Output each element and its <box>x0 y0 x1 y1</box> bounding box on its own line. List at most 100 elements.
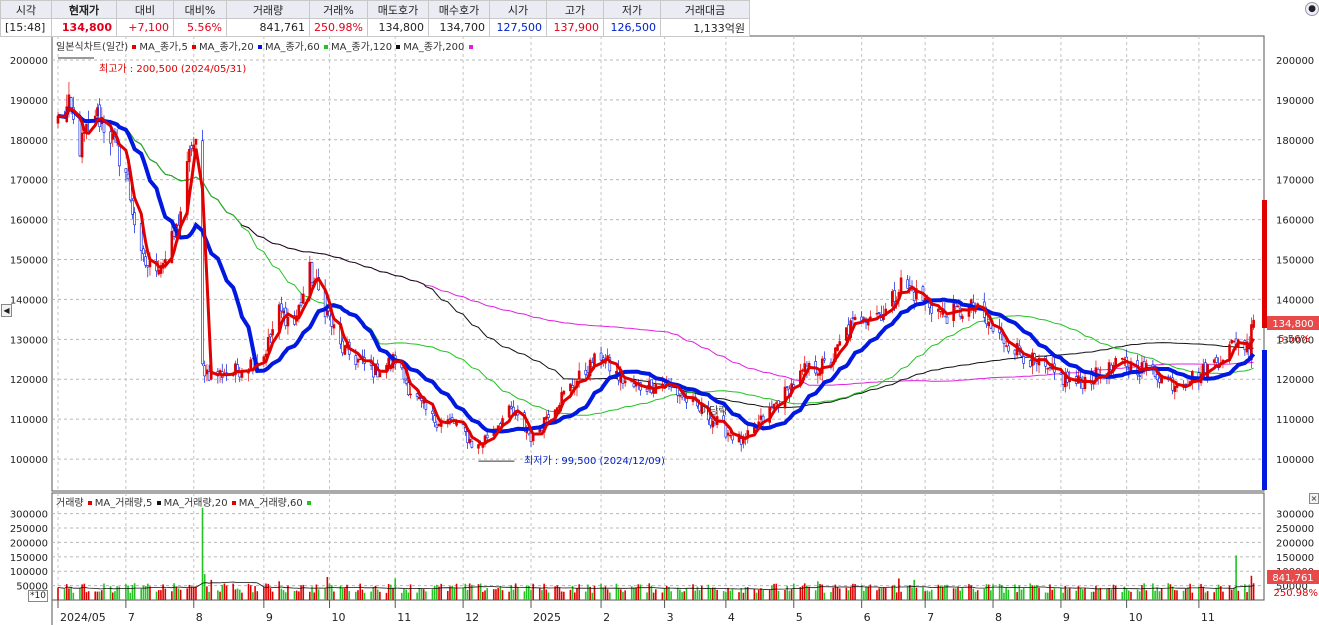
volume-bar <box>1128 590 1130 600</box>
price-tick-label-right: 130000 <box>1276 335 1314 346</box>
volume-bar <box>729 590 732 600</box>
volume-bar <box>970 585 972 600</box>
volume-bar <box>201 507 204 600</box>
volume-bar <box>1068 588 1071 600</box>
candle-body <box>877 312 881 314</box>
volume-bar <box>665 585 668 600</box>
legend-item: MA_종가,20 <box>199 42 254 53</box>
candle-body <box>711 420 715 428</box>
volume-bar <box>692 584 694 600</box>
volume-bar <box>188 584 191 600</box>
volume-bar <box>501 590 504 600</box>
candle-body <box>1212 359 1216 363</box>
volume-bar <box>998 583 1001 600</box>
volume-tick-label-right: 200000 <box>1276 538 1314 549</box>
volume-bar <box>630 586 633 600</box>
price-legend-title: 일본식차트(일간) <box>56 42 129 53</box>
volume-bar <box>514 583 517 600</box>
volume-bar <box>210 579 213 600</box>
close-icon[interactable]: × <box>1309 493 1319 504</box>
volume-bar <box>162 584 164 600</box>
volume-bar <box>663 588 666 600</box>
quote-header: 저가 <box>602 0 661 19</box>
volume-bar <box>880 587 883 600</box>
volume-bar <box>1044 592 1047 600</box>
volume-bar <box>757 590 760 600</box>
volume-bar <box>192 586 195 600</box>
volume-bar <box>711 587 714 600</box>
volume-bar <box>755 592 758 600</box>
volume-bar <box>635 587 637 600</box>
candle-body <box>678 395 682 397</box>
candle-body <box>985 314 988 325</box>
dip-annotation: 미당락 <box>700 405 728 417</box>
volume-bar <box>219 591 221 600</box>
price-tick-label-left: 110000 <box>10 415 48 426</box>
volume-bar <box>1060 587 1062 600</box>
volume-bar <box>363 592 366 600</box>
volume-bar <box>1158 591 1161 600</box>
candle-body <box>915 288 918 300</box>
volume-bar <box>247 583 250 600</box>
volume-bar <box>869 584 872 600</box>
price-tick-label-right: 110000 <box>1276 415 1314 426</box>
volume-bar <box>849 587 852 600</box>
volume-bar <box>374 585 377 600</box>
quote-header: 거래량 <box>226 0 310 19</box>
axis-layer: 100000 100000 110000 110000 120000 120000 1300… <box>10 56 1314 625</box>
volume-bar <box>1222 591 1224 600</box>
volume-bar <box>803 583 806 600</box>
volume-bar <box>1198 586 1200 600</box>
volume-bar <box>1038 587 1040 600</box>
volume-bar <box>1138 591 1141 600</box>
volume-bar <box>252 592 254 600</box>
candle-body <box>1252 319 1255 328</box>
candle-body <box>1028 360 1032 367</box>
circle-icon[interactable]: ● <box>1305 2 1319 16</box>
candle-body <box>538 429 542 433</box>
volume-bar <box>1053 588 1056 600</box>
candle-body <box>577 370 581 380</box>
volume-bar <box>98 591 101 600</box>
candle-body <box>838 341 842 346</box>
volume-bar <box>179 589 182 600</box>
volume-bar <box>175 586 178 600</box>
volume-bar <box>81 584 83 600</box>
time-tick-label: 12 <box>465 611 479 624</box>
candle-body <box>661 383 664 386</box>
volume-bar <box>464 583 467 600</box>
volume-bar <box>968 584 970 600</box>
volume-bar <box>357 590 359 600</box>
volume-bar <box>149 586 151 600</box>
candle-body <box>956 305 960 308</box>
volume-bar <box>57 587 59 600</box>
volume-bar <box>1213 592 1216 600</box>
volume-bar <box>1046 592 1049 600</box>
volume-bar <box>1066 589 1069 600</box>
volume-bar <box>155 591 158 600</box>
quote-table: 시각 현재가 대비 대비% 거래량 거래% 매도호가 매수호가 시가 고가 저가… <box>0 0 750 37</box>
volume-bar <box>532 583 534 600</box>
volume-bar <box>619 589 622 600</box>
volume-bar <box>845 587 848 600</box>
price-tick-label-left: 100000 <box>10 455 48 466</box>
volume-bar <box>1154 590 1156 600</box>
volume-bar <box>293 590 296 600</box>
volume-bar <box>683 591 686 600</box>
volume-bar <box>900 591 902 600</box>
volume-bar <box>576 588 578 600</box>
volume-bar <box>1005 587 1007 600</box>
volume-bar <box>346 584 348 600</box>
volume-bar <box>254 586 256 600</box>
volume-bar <box>405 589 407 600</box>
volume-bar <box>94 591 97 600</box>
left-arrow-icon[interactable]: ◀ <box>1 304 12 317</box>
volume-bar <box>171 591 173 600</box>
volume-bar <box>512 589 515 600</box>
volume-bar <box>865 586 867 600</box>
price-tick-label-right: 190000 <box>1276 96 1314 107</box>
volume-bar <box>1156 587 1159 600</box>
volume-bar <box>282 590 285 600</box>
candle-body <box>1114 357 1117 366</box>
